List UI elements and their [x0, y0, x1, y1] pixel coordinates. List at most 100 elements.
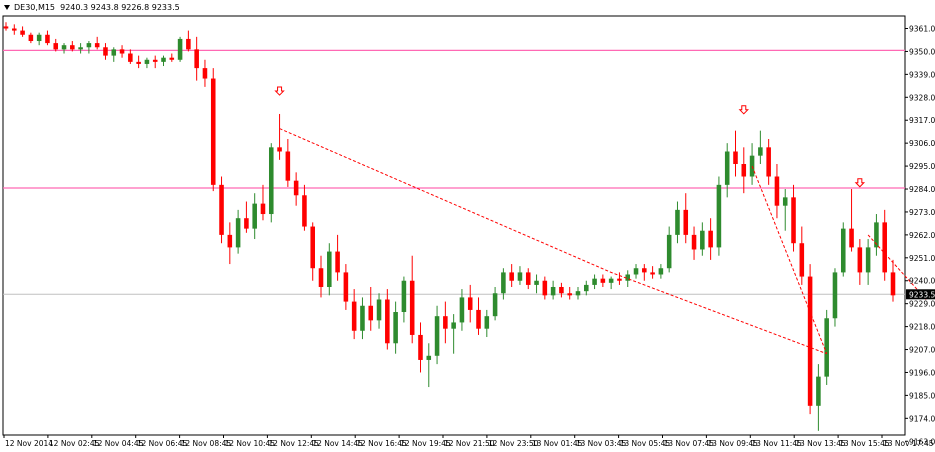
y-tick-label: 9240.0: [909, 277, 935, 286]
candle-body: [343, 272, 349, 302]
sell-arrow-icon[interactable]: [854, 178, 866, 188]
plot-frame: [2, 15, 906, 436]
candle-body: [782, 197, 788, 206]
y-tick-label: 9328.0: [909, 93, 935, 102]
candle-body: [799, 243, 805, 277]
candle-body: [617, 278, 622, 281]
trend-line[interactable]: [867, 234, 927, 300]
candle-body: [741, 164, 747, 177]
candle-body: [733, 151, 738, 165]
y-tick-label: 9262.0: [909, 231, 935, 240]
candle-body: [128, 53, 133, 62]
candle-body: [559, 286, 564, 294]
candle-body: [210, 78, 216, 185]
candle-body: [874, 222, 879, 248]
x-tick-label: 12 Nov 2014: [5, 439, 53, 448]
current-price-label: 9233.5: [909, 290, 935, 299]
candle-body: [409, 280, 415, 335]
current-price-badge: [906, 289, 935, 300]
x-tick-label: 12 Nov 14:45: [312, 439, 363, 448]
y-tick-label: 9350.0: [909, 47, 935, 56]
candle-body: [70, 45, 75, 50]
candle-body: [509, 272, 514, 281]
y-tick-label: 9273.0: [909, 208, 935, 217]
candle-body: [476, 309, 481, 329]
y-tick-label: 9339.0: [909, 70, 935, 79]
y-tick-label: 9196.0: [909, 368, 935, 377]
candle-body: [277, 147, 282, 152]
x-tick-label: 13 Nov 11:45: [751, 439, 802, 448]
candle-body: [600, 278, 606, 283]
dropdown-triangle-icon[interactable]: [4, 5, 10, 10]
candle-body: [525, 272, 531, 285]
candle-body: [144, 59, 150, 64]
candle-body: [708, 230, 713, 248]
candle-body: [816, 376, 821, 406]
candle-body: [758, 147, 763, 156]
candle-body: [484, 316, 490, 329]
y-tick-label: 9251.0: [909, 254, 935, 263]
x-tick-label: 12 Nov 19:45: [400, 439, 451, 448]
candle-body: [592, 278, 597, 285]
x-tick-label: 12 Nov 02:45: [49, 439, 100, 448]
candle-body: [3, 26, 9, 29]
candle-body: [351, 301, 357, 331]
candle-body: [542, 280, 548, 296]
candle-body: [807, 276, 813, 406]
candle-body: [252, 203, 257, 229]
candle-body: [749, 155, 755, 177]
candle-body: [492, 293, 498, 317]
candle-body: [318, 268, 324, 287]
candle-body: [335, 251, 340, 273]
candle-body: [194, 49, 199, 69]
candle-body: [53, 43, 59, 50]
y-tick-label: 9174.0: [909, 414, 935, 423]
ohlc-readout: 9240.3 9243.8 9226.8 9233.5: [60, 3, 180, 12]
candle-body: [418, 334, 423, 360]
x-tick-label: 12 Nov 16:45: [356, 439, 407, 448]
candle-body: [625, 274, 631, 281]
candle-body: [633, 268, 639, 275]
y-tick-label: 9229.0: [909, 300, 935, 309]
x-tick-label: 12 Nov 12:45: [268, 439, 319, 448]
y-tick-label: 9207.0: [909, 346, 935, 355]
symbol-label: DE30,M15: [14, 3, 56, 12]
y-tick-label: 9163.0: [909, 437, 935, 446]
candle-body: [584, 284, 589, 292]
candle-body: [849, 228, 854, 248]
candle-body: [675, 209, 680, 235]
candle-body: [840, 228, 846, 273]
candle-body: [376, 299, 382, 321]
candle-body: [119, 49, 125, 54]
candle-body: [534, 280, 539, 285]
candle-body: [136, 61, 141, 64]
trend-line[interactable]: [279, 128, 827, 355]
candle-body: [666, 234, 672, 269]
y-tick-label: 9317.0: [909, 116, 935, 125]
candle-body: [360, 305, 365, 331]
candle-body: [293, 180, 299, 196]
x-tick-label: 13 Nov 03:45: [576, 439, 627, 448]
y-tick-label: 9218.0: [909, 323, 935, 332]
candle-body: [774, 176, 780, 206]
x-tick-label: 13 Nov 07:45: [664, 439, 715, 448]
candle-body: [451, 322, 456, 329]
sell-arrow-icon[interactable]: [738, 105, 749, 115]
candle-body: [12, 28, 17, 31]
sell-arrow-icon[interactable]: [274, 86, 285, 96]
candle-body: [882, 222, 887, 273]
candle-body: [575, 291, 581, 296]
trend-line[interactable]: [751, 165, 828, 354]
candle-body: [78, 47, 83, 50]
chart-title-bar: DE30,M15 9240.3 9243.8 9226.8 9233.5: [4, 3, 180, 12]
candle-body: [103, 47, 108, 56]
candle-body: [219, 184, 224, 235]
candle-body: [716, 184, 722, 248]
candle-body: [832, 272, 838, 319]
candle-body: [177, 38, 183, 60]
y-tick-label: 9185.0: [909, 391, 935, 400]
candle-body: [385, 299, 390, 344]
candle-body: [650, 272, 655, 275]
